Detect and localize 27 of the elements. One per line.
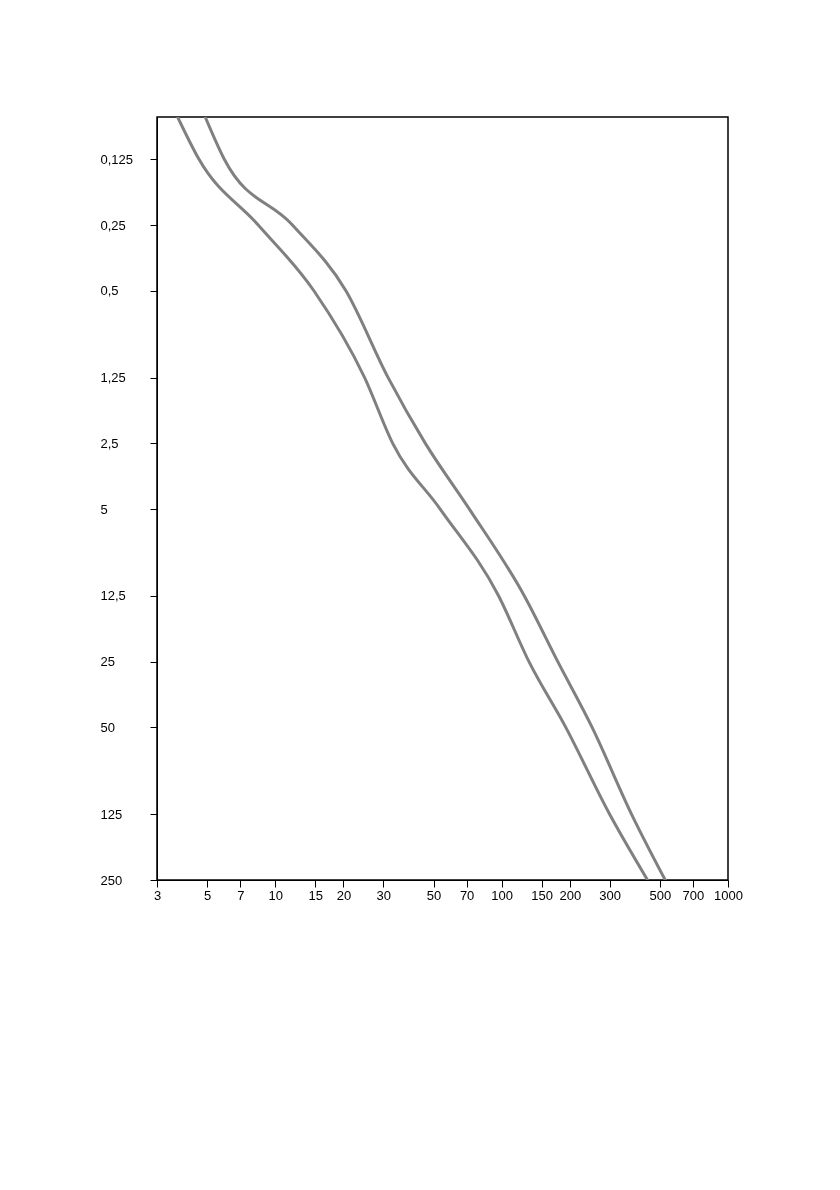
y-tick-label: 5	[100, 501, 108, 517]
x-tick-label: 5	[204, 887, 212, 903]
y-tick-label: 50	[100, 719, 115, 735]
x-tick-label: 3	[153, 887, 162, 903]
x-tick-label: 70	[459, 887, 475, 903]
x-tick-label: 15	[308, 887, 323, 903]
y-tick-label: 0,5	[100, 283, 119, 299]
x-tick-label: 10	[268, 887, 284, 903]
x-tick-label: 1000	[714, 887, 743, 903]
y-tick-label: 125	[100, 806, 123, 822]
y-tick-label: 2,5	[100, 435, 119, 451]
x-tick-label: 30	[376, 887, 392, 903]
y-tick-label: 12,5	[100, 588, 126, 604]
x-tick-label: 200	[559, 887, 582, 903]
y-tick-label: 1,25	[100, 370, 126, 386]
x-tick-label: 500	[649, 887, 672, 903]
x-tick-label: 7	[237, 887, 245, 903]
y-tick-label: 0,25	[100, 217, 126, 233]
y-tick-label: 0,125	[100, 151, 134, 167]
x-tick-label: 50	[426, 887, 442, 903]
x-tick-label: 20	[336, 887, 352, 903]
x-tick-label: 150	[531, 887, 553, 903]
y-tick-label: 25	[100, 654, 115, 670]
x-tick-label: 100	[491, 887, 514, 903]
x-tick-label: 300	[599, 887, 622, 903]
x-tick-label: 700	[682, 887, 705, 903]
y-tick-label: 250	[100, 872, 123, 888]
